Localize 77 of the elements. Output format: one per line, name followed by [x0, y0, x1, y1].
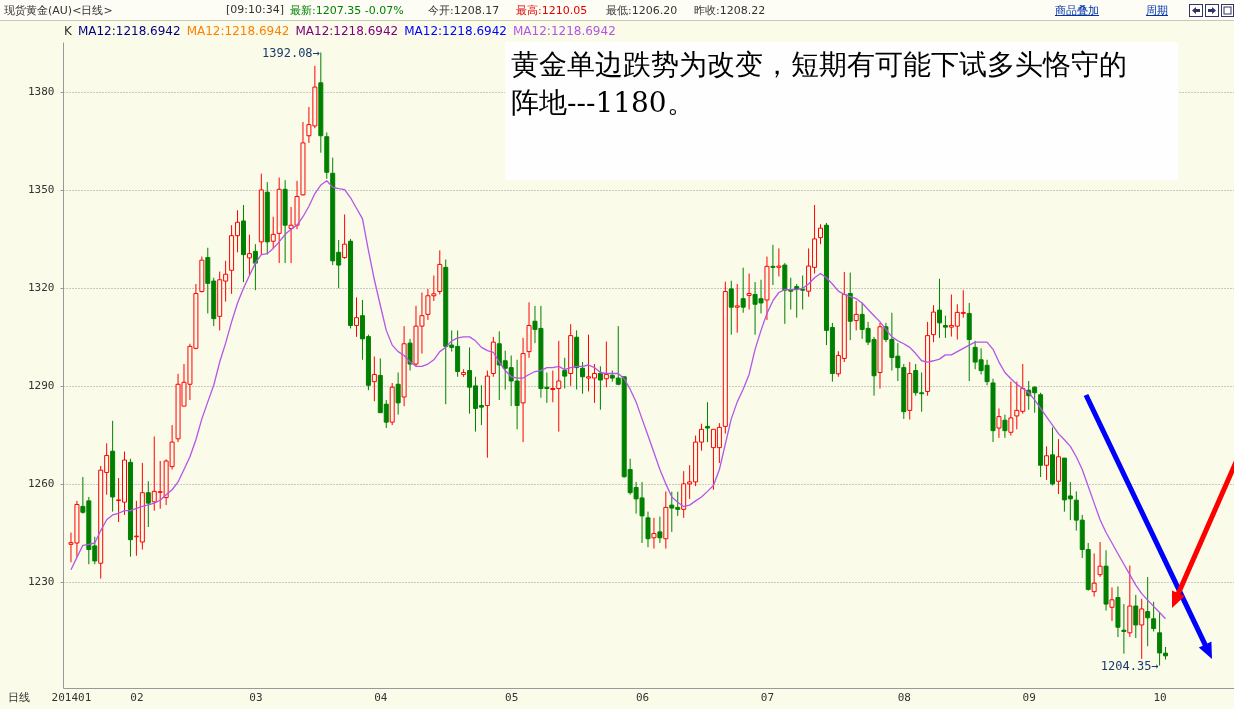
y-tick-label: 1260 — [28, 477, 55, 491]
candlestick — [395, 372, 401, 416]
candlestick — [246, 234, 252, 277]
candlestick — [800, 275, 806, 310]
x-tick-label: 09 — [1022, 690, 1036, 704]
y-tick-label: 1320 — [28, 281, 55, 295]
candlestick — [1109, 586, 1115, 622]
candlestick — [657, 516, 663, 544]
candlestick — [1002, 414, 1008, 439]
annotation: 1392.08→ — [262, 45, 320, 60]
text: MA12:1218.6942 — [77, 24, 181, 38]
candlestick — [931, 304, 937, 343]
text: MA12:1218.6942 — [186, 24, 290, 38]
candlestick — [1151, 601, 1157, 632]
y-tick-label: 1380 — [28, 85, 55, 99]
x-tick-label: 03 — [249, 690, 263, 704]
text: MA12:1218.6942 — [295, 24, 399, 38]
x-tick-label: 10 — [1153, 690, 1167, 704]
text: MA12:1218.6942 — [404, 24, 507, 38]
candlestick — [603, 340, 609, 388]
candlestick — [776, 247, 782, 277]
candlestick — [407, 338, 413, 372]
text: 日线 — [8, 690, 30, 705]
annotation: 黄金单边跌势为改变，短期有可能下试多头恪守的阵地---1180。 — [511, 47, 1128, 121]
y-tick-label: 1290 — [28, 379, 55, 393]
candlestick — [597, 365, 603, 411]
text: MA12:1218.6942 — [513, 24, 616, 38]
candlestick — [354, 296, 360, 338]
text: 现货黄金(AU)<日线> — [4, 3, 113, 18]
candlestick — [770, 244, 776, 286]
candlestick — [645, 511, 651, 548]
candlestick — [270, 216, 276, 249]
candlestick — [853, 300, 859, 331]
candlestick — [936, 278, 942, 339]
text: 昨收:1208.22 — [694, 3, 766, 18]
candlestick — [704, 401, 710, 443]
candlestick — [1008, 381, 1014, 437]
candlestick — [942, 315, 948, 339]
candlestick — [342, 213, 348, 260]
candlestick — [1133, 594, 1139, 639]
text: 最高:1210.05 — [516, 3, 588, 18]
text: 商品叠加 — [1055, 3, 1099, 18]
candlestick — [740, 267, 746, 314]
candlestick — [996, 407, 1002, 439]
text: K — [64, 24, 72, 38]
annotation: 1204.35→ — [1100, 658, 1159, 673]
x-tick-label: 02 — [130, 690, 144, 704]
text: 最低:1206.20 — [606, 3, 678, 18]
text: [09:10:34] — [226, 3, 284, 16]
candlestick — [734, 283, 740, 334]
candlestick — [252, 243, 258, 291]
candlestick — [562, 357, 568, 390]
candlestick — [651, 517, 657, 550]
candlestick — [1145, 576, 1151, 647]
candlestick — [1121, 603, 1127, 655]
text: 周期 — [1146, 3, 1168, 18]
candlestick — [746, 273, 752, 310]
x-tick-label: 06 — [635, 690, 650, 704]
y-tick-label: 1230 — [28, 575, 55, 589]
y-tick-label: 1350 — [28, 183, 55, 197]
candlestick — [1044, 445, 1050, 481]
candlestick — [371, 356, 377, 402]
candlestick — [818, 223, 824, 245]
x-tick-label: 07 — [760, 690, 775, 704]
x-tick-label: 201401 — [51, 690, 92, 704]
candlestick — [580, 361, 586, 395]
x-tick-label: 05 — [505, 690, 519, 704]
text: 今开:1208.17 — [428, 3, 500, 18]
text: 最新:1207.35 -0.07% — [290, 3, 404, 18]
candlestick — [1139, 598, 1145, 660]
candlestick — [145, 480, 151, 528]
x-tick-label: 08 — [897, 690, 911, 704]
candlestick — [728, 280, 734, 336]
candlestick — [1097, 541, 1103, 578]
candlestick — [1091, 552, 1097, 598]
x-tick-label: 04 — [374, 690, 388, 704]
line-series — [70, 180, 1167, 620]
